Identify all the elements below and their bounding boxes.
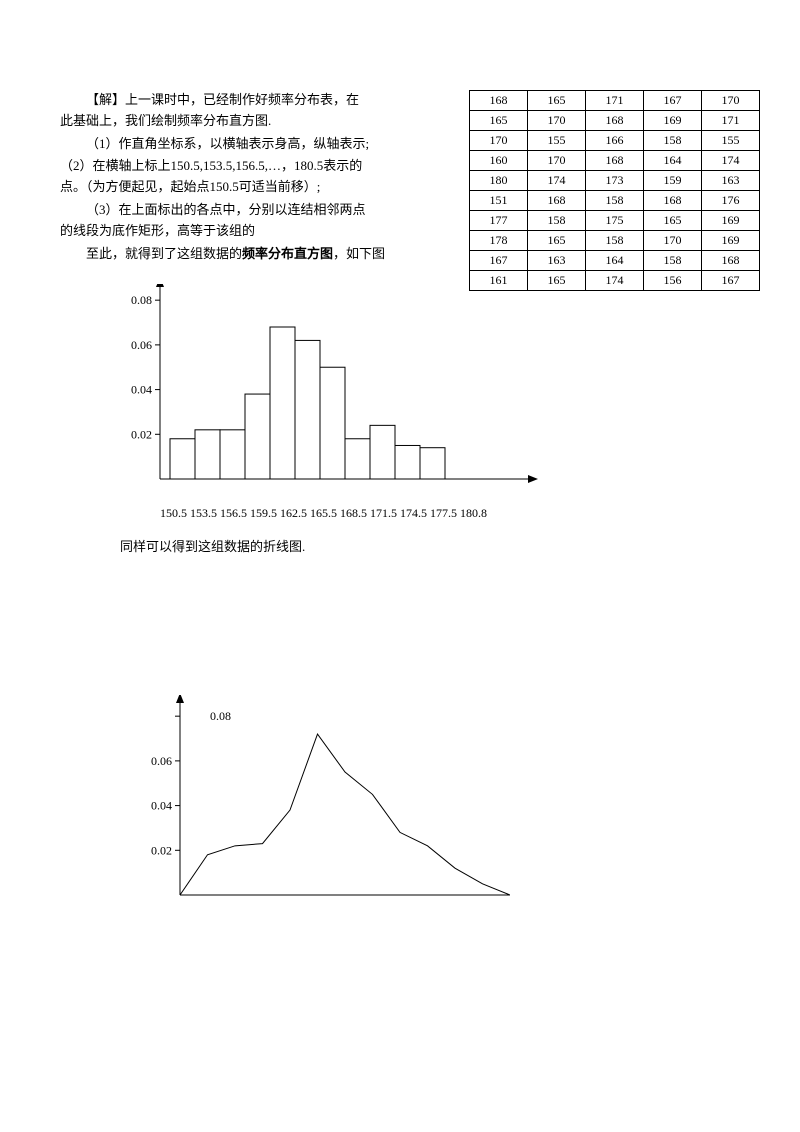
- table-cell: 170: [528, 111, 586, 131]
- table-cell: 170: [470, 131, 528, 151]
- intro-text: 【解】上一课时中，已经制作好频率分布表，在此基础上，我们绘制频率分布直方图. （…: [60, 90, 370, 242]
- table-row: 178165158170169: [470, 231, 760, 251]
- table-cell: 160: [470, 151, 528, 171]
- svg-text:0.02: 0.02: [131, 428, 152, 442]
- table-row: 167163164158168: [470, 251, 760, 271]
- table-cell: 174: [702, 151, 760, 171]
- table-cell: 166: [586, 131, 644, 151]
- p3: （2）在横轴上标上150.5,153.5,156.5,…，180.5表示的点。（…: [60, 156, 370, 198]
- table-cell: 175: [586, 211, 644, 231]
- table-cell: 159: [644, 171, 702, 191]
- table-cell: 158: [528, 211, 586, 231]
- table-row: 177158175165169: [470, 211, 760, 231]
- table-cell: 155: [528, 131, 586, 151]
- svg-text:0.08: 0.08: [210, 710, 231, 724]
- table-row: 168165171167170: [470, 91, 760, 111]
- table-cell: 168: [586, 151, 644, 171]
- svg-text:0.06: 0.06: [151, 754, 172, 768]
- table-cell: 163: [702, 171, 760, 191]
- table-cell: 170: [644, 231, 702, 251]
- table-cell: 168: [702, 251, 760, 271]
- table-cell: 164: [586, 251, 644, 271]
- table-cell: 165: [528, 231, 586, 251]
- svg-text:0.08: 0.08: [131, 294, 152, 308]
- table-row: 160170168164174: [470, 151, 760, 171]
- table-cell: 164: [644, 151, 702, 171]
- table-cell: 165: [644, 211, 702, 231]
- table-cell: 168: [470, 91, 528, 111]
- table-cell: 168: [528, 191, 586, 211]
- svg-text:0.04: 0.04: [131, 383, 152, 397]
- table-row: 180174173159163: [470, 171, 760, 191]
- table-cell: 169: [702, 231, 760, 251]
- table-cell: 167: [702, 271, 760, 291]
- histogram-chart: 0.08 0.06 0.04 0.02 150.5 153.5 156.5 159.5…: [100, 284, 740, 521]
- table-cell: 167: [470, 251, 528, 271]
- table-cell: 173: [586, 171, 644, 191]
- table-cell: 178: [470, 231, 528, 251]
- table-row: 161165174156167: [470, 271, 760, 291]
- content-wrap: 1681651711671701651701681691711701551661…: [60, 90, 740, 909]
- svg-text:0.04: 0.04: [151, 799, 172, 813]
- table-cell: 155: [702, 131, 760, 151]
- table-cell: 169: [644, 111, 702, 131]
- data-table: 1681651711671701651701681691711701551661…: [469, 90, 760, 291]
- table-cell: 174: [586, 271, 644, 291]
- table-cell: 161: [470, 271, 528, 291]
- p1: 【解】上一课时中，已经制作好频率分布表，在此基础上，我们绘制频率分布直方图.: [60, 90, 370, 132]
- svg-text:0.06: 0.06: [131, 338, 152, 352]
- x-axis-labels: 150.5 153.5 156.5 159.5 162.5 165.5 168.…: [160, 506, 740, 521]
- line-chart: 0.08 0.06 0.04 0.02: [110, 695, 740, 909]
- svg-text:0.02: 0.02: [151, 844, 172, 858]
- table-cell: 180: [470, 171, 528, 191]
- table-cell: 158: [644, 131, 702, 151]
- table-cell: 176: [702, 191, 760, 211]
- table-cell: 156: [644, 271, 702, 291]
- table-cell: 158: [644, 251, 702, 271]
- table-cell: 165: [528, 271, 586, 291]
- table-cell: 170: [528, 151, 586, 171]
- table-row: 165170168169171: [470, 111, 760, 131]
- table-cell: 174: [528, 171, 586, 191]
- p4: （3）在上面标出的各点中，分别以连结相邻两点的线段为底作矩形，高等于该组的: [60, 200, 370, 242]
- table-cell: 171: [702, 111, 760, 131]
- line-chart-caption: 同样可以得到这组数据的折线图.: [120, 536, 740, 555]
- table-row: 151168158168176: [470, 191, 760, 211]
- table-cell: 169: [702, 211, 760, 231]
- table-cell: 151: [470, 191, 528, 211]
- table-cell: 165: [470, 111, 528, 131]
- table-cell: 170: [702, 91, 760, 111]
- table-cell: 168: [644, 191, 702, 211]
- p2: （1）作直角坐标系，以横轴表示身高，纵轴表示;: [60, 134, 370, 155]
- table-cell: 163: [528, 251, 586, 271]
- table-cell: 171: [586, 91, 644, 111]
- table-row: 170155166158155: [470, 131, 760, 151]
- table-cell: 168: [586, 111, 644, 131]
- table-cell: 158: [586, 231, 644, 251]
- table-cell: 177: [470, 211, 528, 231]
- table-cell: 158: [586, 191, 644, 211]
- table-cell: 165: [528, 91, 586, 111]
- table-cell: 167: [644, 91, 702, 111]
